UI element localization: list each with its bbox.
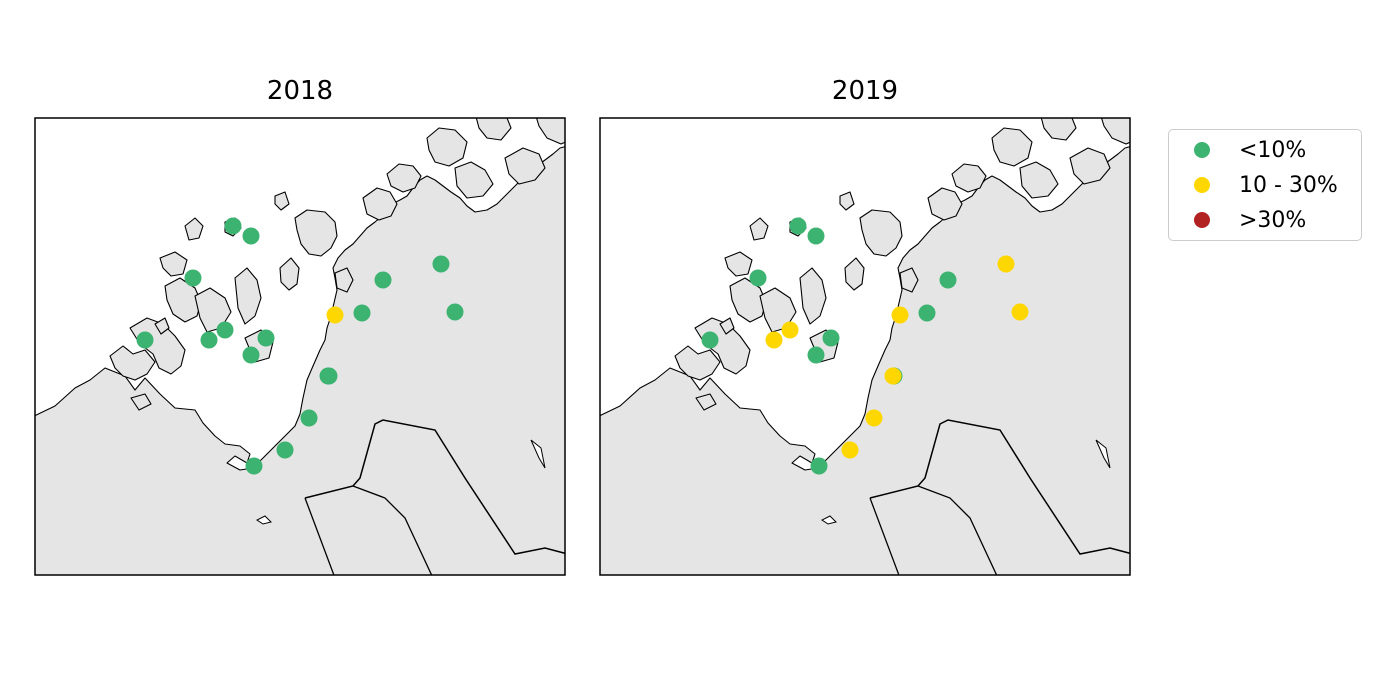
island-coastline	[1019, 161, 1059, 199]
national-border	[869, 485, 998, 575]
island-coastline	[729, 277, 767, 323]
island-coastline	[274, 191, 290, 211]
island-coastline	[927, 187, 963, 221]
island-coastline	[164, 277, 202, 323]
island-coastline	[844, 257, 865, 291]
legend-item-low: <10%	[1169, 135, 1306, 165]
site-marker-low	[701, 331, 719, 349]
site-marker-low	[374, 271, 392, 289]
island-coastline	[334, 267, 354, 293]
island-coastline	[454, 161, 494, 199]
island-coastline	[184, 217, 204, 241]
national-border	[869, 419, 1130, 555]
island-coastline	[951, 163, 987, 193]
lake-outline	[821, 515, 837, 525]
site-marker-low	[807, 346, 825, 364]
site-marker-medium	[865, 409, 883, 427]
map-panel-2018	[35, 118, 565, 575]
map-frame-right	[599, 117, 1131, 576]
island-coastline	[386, 163, 422, 193]
site-marker-medium	[326, 306, 344, 324]
site-marker-low	[136, 331, 154, 349]
site-marker-low	[224, 217, 242, 235]
site-marker-medium	[997, 255, 1015, 273]
panel-title-right: 2019	[831, 76, 899, 106]
site-marker-low	[300, 409, 318, 427]
island-coastline	[991, 127, 1033, 167]
island-coastline	[899, 267, 919, 293]
legend-item-high: >30%	[1169, 205, 1306, 235]
site-marker-low	[216, 321, 234, 339]
site-marker-low	[245, 457, 263, 475]
site-marker-low	[242, 346, 260, 364]
island-coastline	[194, 287, 232, 333]
island-coastline	[859, 209, 903, 257]
island-coastline	[234, 267, 262, 325]
lake-outline	[256, 515, 272, 525]
island-coastline	[504, 147, 546, 185]
site-marker-medium	[884, 367, 902, 385]
site-marker-medium	[841, 441, 859, 459]
site-marker-low	[242, 227, 260, 245]
site-marker-low	[319, 367, 337, 385]
site-marker-medium	[1011, 303, 1029, 321]
site-marker-low	[789, 217, 807, 235]
site-marker-low	[807, 227, 825, 245]
legend: <10% 10 - 30% >30%	[1168, 129, 1362, 241]
site-marker-medium	[781, 321, 799, 339]
site-marker-low	[810, 457, 828, 475]
site-marker-medium	[891, 306, 909, 324]
national-border	[304, 419, 565, 555]
site-marker-low	[257, 329, 275, 347]
panel-title-left: 2018	[266, 76, 334, 106]
island-coastline	[695, 393, 717, 411]
island-coastline	[109, 345, 156, 381]
island-coastline	[426, 127, 468, 167]
island-coastline	[749, 217, 769, 241]
island-coastline	[1100, 118, 1130, 145]
site-marker-low	[822, 329, 840, 347]
legend-item-medium: 10 - 30%	[1169, 170, 1338, 200]
island-coastline	[1069, 147, 1111, 185]
site-marker-low	[276, 441, 294, 459]
legend-marker-low	[1194, 142, 1210, 158]
site-marker-low	[432, 255, 450, 273]
site-marker-low	[918, 304, 936, 322]
lake-outline	[1095, 439, 1111, 469]
island-coastline	[475, 118, 512, 141]
lake-outline	[530, 439, 546, 469]
island-coastline	[1040, 118, 1077, 141]
legend-marker-medium	[1194, 177, 1210, 193]
island-coastline	[799, 267, 827, 325]
site-marker-low	[749, 269, 767, 287]
site-marker-low	[200, 331, 218, 349]
legend-label-high: >30%	[1239, 207, 1307, 233]
site-marker-medium	[765, 331, 783, 349]
legend-label-low: <10%	[1239, 137, 1307, 163]
site-marker-low	[353, 304, 371, 322]
island-coastline	[759, 287, 797, 333]
map-frame-left	[34, 117, 566, 576]
map-panel-2019	[600, 118, 1130, 575]
site-marker-low	[184, 269, 202, 287]
island-coastline	[159, 251, 188, 277]
island-coastline	[130, 393, 152, 411]
site-marker-low	[446, 303, 464, 321]
national-border	[304, 485, 433, 575]
island-coastline	[724, 251, 753, 277]
site-marker-low	[939, 271, 957, 289]
island-coastline	[362, 187, 398, 221]
mainland-coastline	[600, 146, 1130, 575]
island-coastline	[674, 345, 721, 381]
legend-label-medium: 10 - 30%	[1239, 172, 1338, 198]
island-coastline	[154, 317, 170, 335]
island-coastline	[535, 118, 565, 145]
island-coastline	[279, 257, 300, 291]
mainland-coastline	[35, 146, 565, 575]
island-coastline	[719, 317, 735, 335]
island-coastline	[294, 209, 338, 257]
island-coastline	[839, 191, 855, 211]
legend-marker-high	[1194, 212, 1210, 228]
